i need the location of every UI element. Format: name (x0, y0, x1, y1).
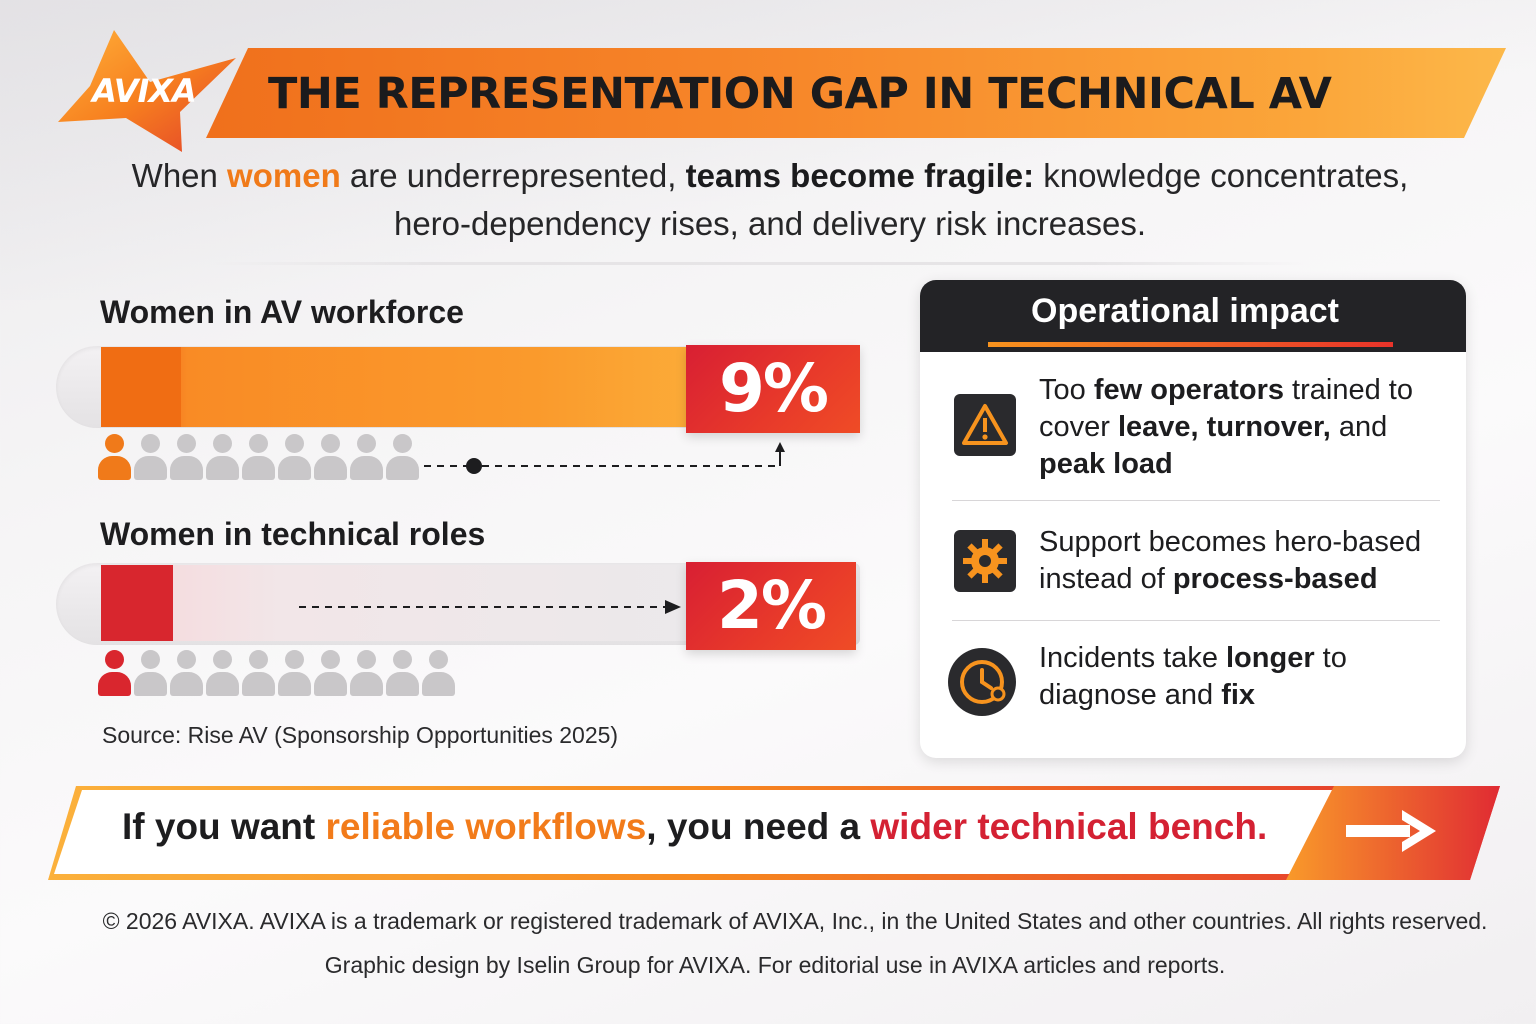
page-title: THE REPRESENTATION GAP IN TECHNICAL AV (268, 69, 1332, 119)
subtitle-highlight: women (227, 157, 341, 194)
pointer-arrow (299, 600, 681, 614)
callout-segment: , you need a (646, 806, 871, 847)
person-icon (386, 434, 419, 482)
divider (210, 262, 1310, 265)
title-banner (206, 48, 1506, 138)
footer-credit: Graphic design by Iselin Group for AVIXA… (324, 952, 1226, 978)
clock-icon (948, 648, 1016, 716)
subtitle-text: When (131, 157, 228, 194)
impact-segment: Too (1039, 374, 1094, 406)
impact-text: Too few operators trained to cover leave… (1039, 372, 1459, 483)
person-icon (206, 650, 239, 698)
callout-red: wider technical bench. (870, 806, 1268, 847)
impact-segment: trained to cover (1039, 374, 1413, 443)
impact-panel: Operational impact Too few operators tra… (920, 280, 1466, 758)
stat-track-tint (101, 565, 701, 641)
warning-icon (954, 394, 1016, 456)
stat-fill-accent (101, 347, 181, 427)
impact-panel-title: Operational impact (1031, 292, 1339, 330)
impact-bold: process-based (1172, 563, 1378, 595)
footer-copyright: © 2026 AVIXA. AVIXA is a trademark or re… (102, 908, 1488, 934)
person-icon (314, 434, 347, 482)
stat-value-workforce: 9% (686, 345, 860, 433)
callout-orange: reliable workflows (325, 806, 647, 847)
stat-label-workforce: Women in AV workforce (100, 294, 464, 330)
person-icon (314, 650, 347, 698)
separator (952, 500, 1440, 501)
person-icon (278, 434, 311, 482)
separator (952, 620, 1440, 621)
person-icon (278, 650, 311, 698)
impact-segment: to diagnose and (1039, 642, 1347, 711)
person-icon (350, 650, 383, 698)
impact-segment: and (1330, 411, 1388, 443)
person-icon (134, 434, 167, 482)
person-icon (134, 650, 167, 698)
people-row-workforce (98, 434, 419, 484)
impact-bold: peak load (1039, 448, 1173, 480)
impact-text: Support becomes hero-based instead of pr… (1039, 524, 1459, 598)
subtitle: When women are underrepresented, teams b… (120, 152, 1420, 248)
stat-label-technical: Women in technical roles (100, 516, 486, 552)
impact-panel-header (920, 280, 1466, 352)
impact-bold: longer (1226, 642, 1315, 674)
callout-segment: If you want (122, 806, 326, 847)
person-icon (386, 650, 419, 698)
subtitle-bold: teams become fragile: (685, 157, 1035, 194)
person-icon (170, 650, 203, 698)
person-icon (350, 434, 383, 482)
impact-text: Incidents take longer to diagnose and fi… (1039, 640, 1459, 714)
stat-fill-workforce (101, 347, 721, 427)
pointer-arrow (424, 442, 785, 474)
gear-icon (954, 530, 1016, 592)
person-icon (242, 650, 275, 698)
person-icon (242, 434, 275, 482)
avixa-logo (58, 30, 236, 152)
stat-value-technical: 2% (686, 562, 856, 650)
subtitle-text: are underrepresented, (340, 157, 686, 194)
stat-fill-technical (101, 565, 173, 641)
title-underline (988, 342, 1393, 347)
callout-text: If you want reliable workflows, you need… (122, 802, 1267, 852)
impact-bold: fix (1221, 679, 1256, 711)
impact-bold: few operators (1093, 374, 1284, 406)
person-icon (206, 434, 239, 482)
person-icon-highlighted (98, 650, 131, 698)
people-row-technical (98, 650, 455, 700)
person-icon-highlighted (98, 434, 131, 482)
impact-bold: leave, turnover, (1117, 411, 1331, 443)
person-icon (422, 650, 455, 698)
source-note: Source: Rise AV (Sponsorship Opportuniti… (102, 722, 619, 748)
arrow-right-icon (1346, 810, 1436, 852)
logo-text: AVIXA (92, 72, 197, 110)
person-icon (170, 434, 203, 482)
subtitle-text: knowledge concentrates, hero-dependency … (393, 157, 1409, 242)
impact-segment: Support becomes hero-based instead of (1039, 526, 1422, 595)
impact-segment: Incidents take (1039, 642, 1226, 674)
callout-banner (48, 786, 1500, 880)
